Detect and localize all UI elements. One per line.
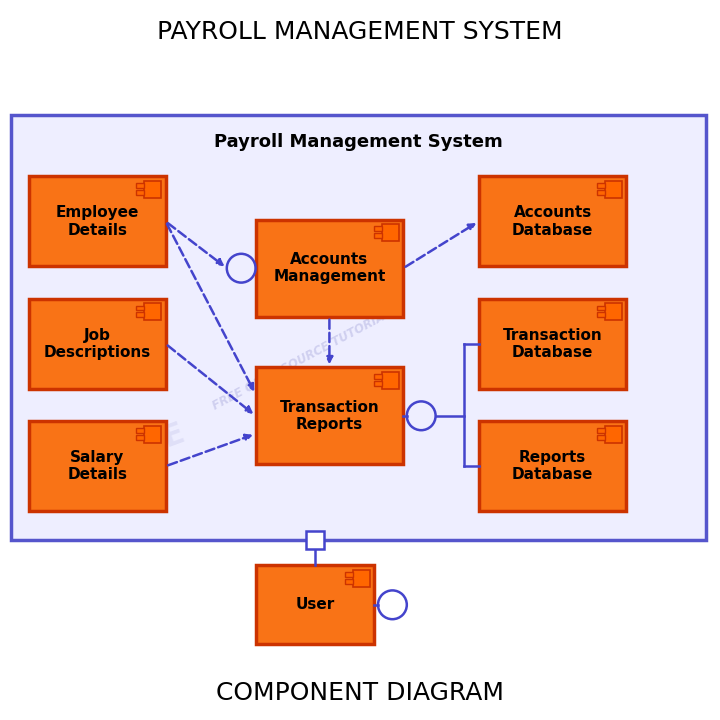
FancyBboxPatch shape <box>144 426 161 443</box>
FancyBboxPatch shape <box>144 181 161 198</box>
FancyBboxPatch shape <box>382 224 399 241</box>
FancyBboxPatch shape <box>256 367 403 464</box>
FancyBboxPatch shape <box>29 299 166 389</box>
Text: Salary
Details: Salary Details <box>67 450 127 482</box>
Text: Reports
Database: Reports Database <box>512 450 593 482</box>
FancyBboxPatch shape <box>597 435 605 440</box>
Text: Transaction
Reports: Transaction Reports <box>279 400 379 432</box>
Text: Transaction
Database: Transaction Database <box>503 328 603 360</box>
FancyBboxPatch shape <box>29 176 166 266</box>
FancyBboxPatch shape <box>374 226 382 231</box>
FancyBboxPatch shape <box>345 572 353 577</box>
FancyBboxPatch shape <box>597 183 605 188</box>
FancyBboxPatch shape <box>353 570 370 587</box>
FancyBboxPatch shape <box>256 565 374 644</box>
FancyBboxPatch shape <box>136 435 144 440</box>
FancyBboxPatch shape <box>136 305 144 310</box>
FancyBboxPatch shape <box>144 303 161 320</box>
Text: Job
Descriptions: Job Descriptions <box>44 328 150 360</box>
FancyBboxPatch shape <box>479 421 626 511</box>
FancyBboxPatch shape <box>479 176 626 266</box>
FancyBboxPatch shape <box>374 233 382 238</box>
FancyBboxPatch shape <box>597 305 605 310</box>
FancyBboxPatch shape <box>605 303 622 320</box>
Text: Payroll Management System: Payroll Management System <box>214 133 503 151</box>
FancyBboxPatch shape <box>306 531 324 549</box>
FancyBboxPatch shape <box>605 181 622 198</box>
FancyBboxPatch shape <box>382 372 399 389</box>
FancyBboxPatch shape <box>29 421 166 511</box>
FancyBboxPatch shape <box>136 190 144 195</box>
Text: User: User <box>295 598 335 612</box>
Text: Employee
Details: Employee Details <box>55 205 139 238</box>
FancyBboxPatch shape <box>597 312 605 318</box>
Text: FREE OPEN SOURCE TUTORIAL: FREE OPEN SOURCE TUTORIAL <box>211 307 394 413</box>
Text: FREE: FREE <box>99 418 189 474</box>
FancyBboxPatch shape <box>605 426 622 443</box>
FancyBboxPatch shape <box>345 579 353 584</box>
Text: Accounts
Management: Accounts Management <box>273 252 386 284</box>
Text: COMPONENT DIAGRAM: COMPONENT DIAGRAM <box>216 680 504 705</box>
FancyBboxPatch shape <box>597 428 605 433</box>
FancyBboxPatch shape <box>374 381 382 386</box>
FancyBboxPatch shape <box>256 220 403 317</box>
FancyBboxPatch shape <box>374 374 382 379</box>
FancyBboxPatch shape <box>597 190 605 195</box>
FancyBboxPatch shape <box>136 428 144 433</box>
FancyBboxPatch shape <box>479 299 626 389</box>
FancyBboxPatch shape <box>136 183 144 188</box>
Text: Accounts
Database: Accounts Database <box>512 205 593 238</box>
FancyBboxPatch shape <box>136 312 144 318</box>
FancyBboxPatch shape <box>11 115 706 540</box>
Text: PAYROLL MANAGEMENT SYSTEM: PAYROLL MANAGEMENT SYSTEM <box>157 20 563 45</box>
